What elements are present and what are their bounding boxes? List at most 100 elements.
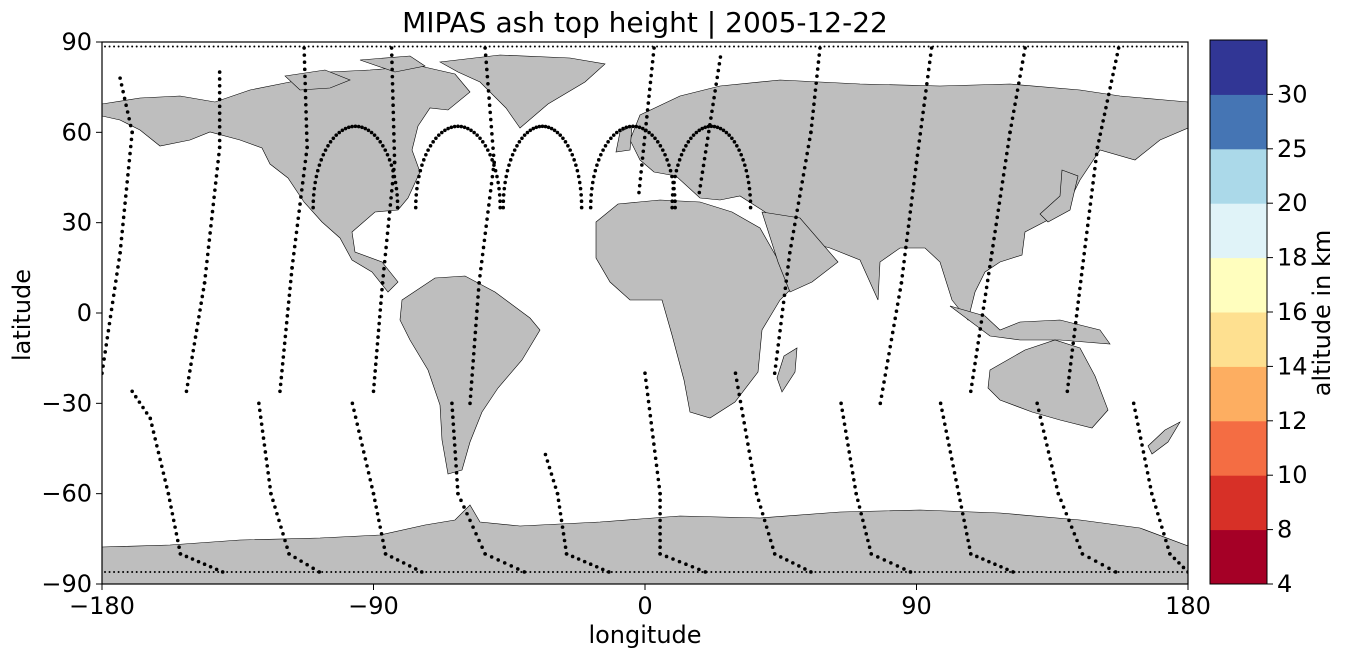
track-point [217, 118, 222, 122]
track-point [944, 429, 949, 433]
polar-track-point [1158, 45, 1161, 48]
polar-track-point [271, 45, 274, 48]
track-point [257, 408, 262, 413]
track-point [288, 286, 292, 291]
track-point [117, 258, 121, 262]
land-masses [102, 54, 1188, 584]
polar-track-point [176, 45, 179, 48]
track-point [1104, 105, 1108, 110]
track-point [853, 484, 857, 489]
polar-track-point [199, 570, 202, 573]
polar-track-point [334, 45, 337, 48]
track-point [717, 62, 722, 66]
polar-track-point [484, 45, 487, 48]
track-point [495, 174, 499, 179]
polar-track-point [248, 570, 251, 573]
track-point [492, 163, 496, 167]
track-point [1181, 565, 1186, 570]
track-point [302, 60, 307, 65]
track-point [1172, 556, 1177, 561]
track-point [1102, 112, 1107, 117]
polar-track-point [1171, 570, 1174, 573]
track-point [784, 558, 789, 562]
polar-track-point [588, 45, 591, 48]
track-point [501, 205, 506, 210]
track-point [352, 408, 356, 413]
track-point [951, 464, 955, 468]
australia-landmass [987, 339, 1109, 429]
track-point [156, 450, 161, 455]
polar-track-point [737, 45, 740, 48]
track-point [606, 140, 610, 144]
polar-track-point [660, 570, 663, 573]
track-point [782, 293, 787, 298]
track-point [899, 281, 904, 285]
polar-track-point [361, 570, 364, 573]
polar-track-point [859, 570, 862, 573]
polar-track-point [230, 570, 233, 573]
north-america-landmass [102, 65, 471, 293]
polar-track-point [886, 570, 889, 573]
track-point [592, 174, 596, 179]
track-point [746, 442, 750, 446]
polar-track-point [565, 570, 568, 573]
polar-track-point [778, 570, 781, 573]
polar-track-point [746, 45, 749, 48]
track-point [395, 193, 399, 197]
polar-track-point [1054, 570, 1057, 573]
track-point [748, 199, 753, 204]
track-point [900, 274, 905, 278]
polar-track-point [660, 45, 663, 48]
track-point [639, 170, 643, 174]
polar-track-point [751, 45, 754, 48]
track-point [517, 140, 522, 144]
track-point [301, 173, 306, 178]
track-point [940, 408, 944, 413]
track-point [1056, 491, 1061, 496]
track-point [384, 245, 388, 250]
track-point [300, 181, 305, 185]
polar-track-point [506, 45, 509, 48]
track-point [952, 471, 957, 475]
polar-track-point [936, 45, 939, 48]
polar-track-point [104, 45, 107, 48]
track-point [642, 135, 647, 140]
track-point [634, 124, 639, 129]
track-point [164, 485, 169, 489]
polar-track-point [393, 570, 396, 573]
track-point [760, 511, 765, 516]
track-point [668, 168, 673, 173]
track-point [658, 532, 662, 536]
polar-track-point [990, 45, 993, 48]
track-point [313, 180, 318, 185]
polar-track-point [1131, 570, 1134, 573]
track-point [474, 316, 479, 321]
track-point [665, 158, 669, 162]
track-point [912, 174, 917, 179]
polar-track-point [1162, 45, 1165, 48]
track-point [815, 67, 820, 71]
track-point [658, 525, 662, 529]
y-tick-label: −30 [41, 389, 92, 417]
polar-track-point [425, 45, 428, 48]
colorbar-tick-label: 14 [1277, 352, 1308, 380]
track-point [975, 347, 979, 352]
track-point [191, 348, 196, 353]
track-point [382, 266, 386, 271]
track-point [917, 139, 922, 143]
track-point [704, 143, 709, 147]
polar-track-point [773, 570, 776, 573]
polar-track-point [538, 45, 541, 48]
track-point [103, 350, 107, 354]
track-point [1008, 130, 1012, 135]
track-point [1154, 505, 1158, 509]
track-point [144, 411, 149, 415]
track-point [966, 538, 970, 543]
track-point [1064, 511, 1069, 516]
polar-track-point [411, 570, 414, 573]
polar-track-point [104, 570, 107, 573]
track-point [314, 174, 319, 179]
track-point [110, 300, 115, 305]
track-point [472, 130, 476, 135]
track-point [912, 181, 916, 186]
